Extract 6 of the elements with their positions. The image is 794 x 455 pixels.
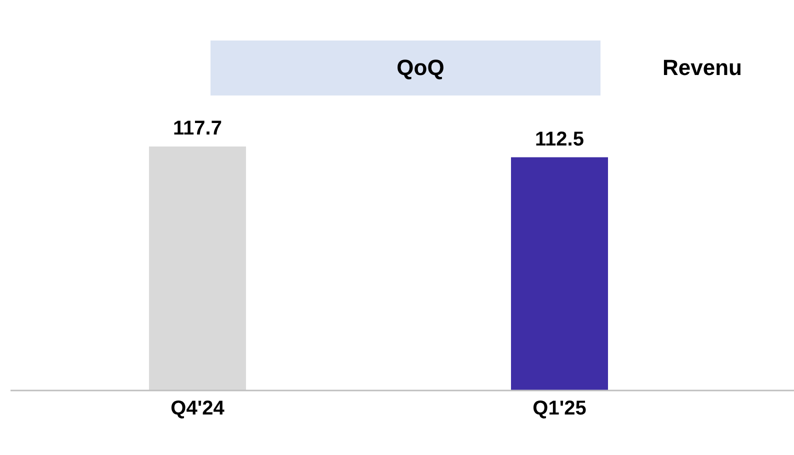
x-tick-label: Q1'25 [532,398,586,420]
chart-title: QoQ [396,55,444,80]
x-tick-label: Q4'24 [170,398,226,420]
text: Revenu [662,55,742,80]
data-label: 117.7 [173,118,222,140]
data-label: 112.5 [535,128,584,150]
